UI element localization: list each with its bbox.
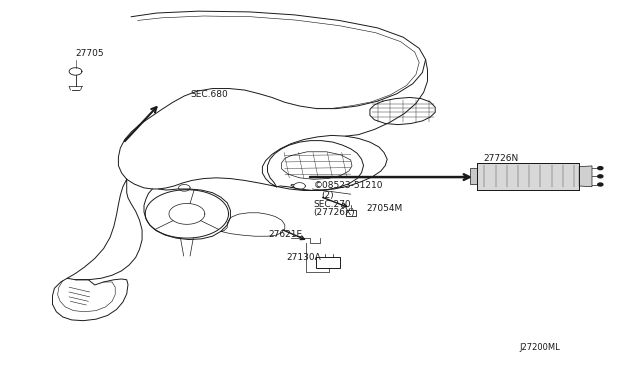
Text: SEC.270: SEC.270 xyxy=(314,200,351,209)
Polygon shape xyxy=(477,163,579,190)
Text: 27726N: 27726N xyxy=(483,154,518,163)
Polygon shape xyxy=(579,166,592,187)
Text: S: S xyxy=(289,183,294,189)
Bar xyxy=(346,210,356,216)
Text: 27621E: 27621E xyxy=(269,230,303,239)
Text: (27726X): (27726X) xyxy=(314,208,355,217)
Circle shape xyxy=(598,175,603,178)
Text: 27054M: 27054M xyxy=(366,204,403,213)
Circle shape xyxy=(598,183,603,186)
Text: SEC.680: SEC.680 xyxy=(191,90,228,99)
Text: (2): (2) xyxy=(321,191,334,200)
Bar xyxy=(316,257,340,268)
Text: 27130A: 27130A xyxy=(287,253,321,262)
Circle shape xyxy=(598,167,603,170)
Text: 27705: 27705 xyxy=(76,49,104,58)
Text: ©08523-51210: ©08523-51210 xyxy=(314,182,383,190)
Polygon shape xyxy=(470,168,477,185)
Text: J27200ML: J27200ML xyxy=(519,343,560,352)
